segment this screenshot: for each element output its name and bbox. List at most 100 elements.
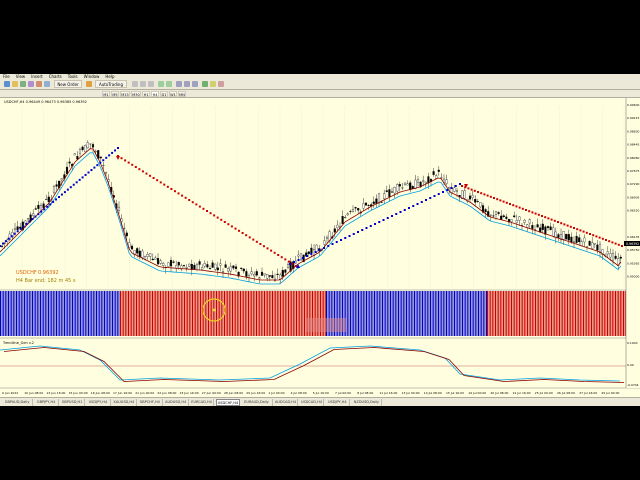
- chart-window[interactable]: USDCHF,H4 0.96449 0.96473 0.96385 0.9639…: [0, 98, 640, 398]
- tf-h1-button[interactable]: H1: [142, 91, 150, 97]
- tf-m5-button[interactable]: M5: [111, 91, 119, 97]
- zoom-out-icon[interactable]: [166, 81, 172, 87]
- trend-dot-blue: [425, 199, 427, 201]
- open-folder-icon[interactable]: [12, 81, 18, 87]
- histogram-bar: [591, 291, 592, 336]
- tf-h4-button[interactable]: H4: [151, 91, 159, 97]
- menu-tools[interactable]: Tools: [67, 74, 78, 79]
- histogram-bar: [70, 291, 72, 336]
- autoscroll-icon[interactable]: [184, 81, 190, 87]
- candle: [549, 222, 552, 231]
- histogram-bar: [462, 291, 463, 336]
- menu-window[interactable]: Window: [83, 74, 100, 79]
- histogram-bar: [340, 291, 342, 336]
- tf-m1-button[interactable]: M1: [102, 91, 110, 97]
- tab-usdjpy-h4[interactable]: USDJPY,H4: [86, 399, 111, 406]
- trend-dot-red: [505, 201, 508, 204]
- bar-chart-icon[interactable]: [132, 81, 138, 87]
- trend-dot-blue: [327, 245, 330, 247]
- histogram-bar: [72, 291, 73, 336]
- tab-euraud-daily[interactable]: EURAUD,Daily: [241, 399, 273, 406]
- trend-dot-red: [544, 216, 547, 219]
- time-tick: 29 Jul 00:00: [601, 391, 619, 395]
- tf-m30-button[interactable]: M30: [131, 91, 141, 97]
- tf-m15-button[interactable]: M15: [120, 91, 130, 97]
- tab-eurcad-h4[interactable]: EURCAD,H4: [190, 399, 215, 406]
- menu-file[interactable]: File: [3, 74, 10, 79]
- candle: [263, 273, 266, 278]
- new-chart-icon[interactable]: [4, 81, 10, 87]
- chart-shift-icon[interactable]: [192, 81, 198, 87]
- candle: [440, 173, 443, 179]
- tab-usdjpy-h4[interactable]: USDJPY,H4: [325, 399, 351, 406]
- tab-usdchf-h4[interactable]: USDCHF,H4: [215, 399, 241, 406]
- indicators-icon[interactable]: [202, 81, 208, 87]
- histogram-bar: [600, 291, 602, 336]
- tab-nzdusd-daily[interactable]: NZDUSD,Daily: [351, 399, 383, 406]
- new-order-button[interactable]: New Order: [54, 80, 82, 88]
- histogram-bar: [343, 291, 345, 336]
- menu-insert[interactable]: Insert: [31, 74, 43, 79]
- trend-dot-red: [553, 219, 556, 222]
- candle: [476, 198, 479, 203]
- price-tick: 0.95000: [627, 275, 639, 279]
- menu-charts[interactable]: Charts: [48, 74, 62, 79]
- sell-arrow-icon: [116, 156, 120, 160]
- tab-gbpusd-h1[interactable]: GBPUSD,H1: [60, 399, 85, 406]
- menu-view[interactable]: View: [15, 74, 26, 79]
- tab-xauusd-h4[interactable]: XAUUSD,H4: [112, 399, 137, 406]
- histogram-bar: [192, 291, 193, 336]
- tile-windows-icon[interactable]: [176, 81, 182, 87]
- strategy-tester-icon[interactable]: [44, 81, 50, 87]
- market-watch-icon[interactable]: [20, 81, 26, 87]
- time-tick: 16 Jun 08:00: [91, 391, 110, 395]
- tab-gbpchf-h4[interactable]: GBPCHF,H4: [138, 399, 163, 406]
- trend-dot-blue: [69, 186, 72, 189]
- trend-dot-blue: [310, 253, 313, 255]
- candle: [484, 207, 487, 218]
- time-tick: 10 Jun 08:00: [24, 391, 43, 395]
- tab-usdcad-h4[interactable]: USDCAD,H4: [300, 399, 325, 406]
- tab-gbpaud-daily[interactable]: GBPAUD,Daily: [2, 399, 34, 406]
- periods-icon[interactable]: [210, 81, 216, 87]
- trend-dot-blue: [52, 200, 55, 203]
- histogram-bar: [460, 291, 462, 336]
- tab-audcad-h4[interactable]: AUDCAD,H4: [274, 399, 299, 406]
- terminal-icon[interactable]: [36, 81, 42, 87]
- histogram-bar: [238, 291, 240, 336]
- trend-dot-blue: [114, 149, 117, 152]
- autotrading-button[interactable]: AutoTrading: [95, 80, 127, 88]
- candle: [383, 189, 386, 205]
- histogram-bar: [362, 291, 364, 336]
- histogram-bar: [268, 291, 270, 336]
- histogram-bar: [479, 291, 481, 336]
- tf-d1-button[interactable]: D1: [160, 91, 168, 97]
- histogram-bar: [302, 291, 304, 336]
- candle: [489, 214, 492, 221]
- line-chart-icon[interactable]: [148, 81, 154, 87]
- histogram-bar: [198, 291, 200, 336]
- histogram-bar: [527, 291, 528, 336]
- tab-gbpjpy-h4[interactable]: GBPJPY,H4: [34, 399, 60, 406]
- navigator-icon[interactable]: [28, 81, 34, 87]
- indicator-label: Trendline_Gen v.2: [2, 341, 34, 345]
- tf-mn-button[interactable]: MN: [178, 91, 186, 97]
- histogram-bar: [201, 291, 203, 336]
- histogram-bar: [563, 291, 565, 336]
- tab-audusd-h4[interactable]: AUDUSD,H4: [164, 399, 189, 406]
- tf-w1-button[interactable]: W1: [169, 91, 177, 97]
- metaeditor-icon[interactable]: [86, 81, 92, 87]
- candle: [255, 268, 258, 277]
- trend-dot-blue: [22, 225, 25, 228]
- histogram-bar: [275, 291, 277, 336]
- histogram-bar: [304, 291, 305, 336]
- histogram-bar: [520, 291, 522, 336]
- histogram-bar: [486, 291, 487, 336]
- histogram-bar: [425, 291, 427, 336]
- candle: [227, 266, 230, 277]
- menu-help[interactable]: Help: [105, 74, 115, 79]
- zoom-in-icon[interactable]: [158, 81, 164, 87]
- templates-icon[interactable]: [218, 81, 224, 87]
- price-chart[interactable]: USDCHF,H4 0.96449 0.96473 0.96385 0.9639…: [0, 98, 640, 398]
- candlestick-icon[interactable]: [140, 81, 146, 87]
